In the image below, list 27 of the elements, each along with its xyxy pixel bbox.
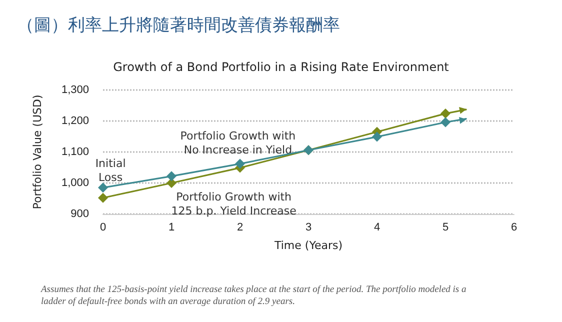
annotation: Portfolio Growth with 125 b.p. Yield Increase [171, 190, 297, 218]
chart-subtitle: Growth of a Bond Portfolio in a Rising Rate Environment [113, 60, 450, 74]
y-tick-label: 1,000 [61, 177, 89, 189]
point [440, 117, 450, 128]
x-tick-label: 0 [100, 222, 106, 234]
y-tick-label: 1,200 [61, 115, 89, 127]
annotation: Portfolio Growth with No Increase in Yield [180, 130, 296, 157]
annotation: Initial Loss [95, 157, 126, 184]
x-axis-title: Time (Years) [273, 239, 343, 252]
point [440, 108, 450, 119]
point [98, 192, 108, 203]
y-tick-label: 900 [70, 208, 89, 220]
chart-title: （圖）利率上升將隨著時間改善債券報酬率 [17, 16, 340, 36]
point [166, 171, 176, 182]
point [372, 132, 382, 142]
y-tick-label: 1,100 [61, 146, 89, 158]
point [98, 182, 108, 193]
x-tick-label: 6 [510, 222, 518, 234]
x-tick-label: 5 [442, 222, 449, 234]
point [235, 158, 245, 169]
text: Assumes that the 125-basis-point yield increase takes place at the start of the period. The portfolio modeled is a ladder of default-free bonds with an average duration of 2.9 years. [40, 285, 466, 307]
y-axis-title: Portfolio Value (USD) [31, 94, 44, 210]
x-tick-label: 1 [168, 222, 175, 234]
x-tick-label: 3 [305, 222, 312, 234]
x-tick-label: 4 [374, 222, 380, 234]
x-tick-label: 2 [236, 222, 244, 234]
y-tick-label: 1,300 [61, 84, 89, 96]
